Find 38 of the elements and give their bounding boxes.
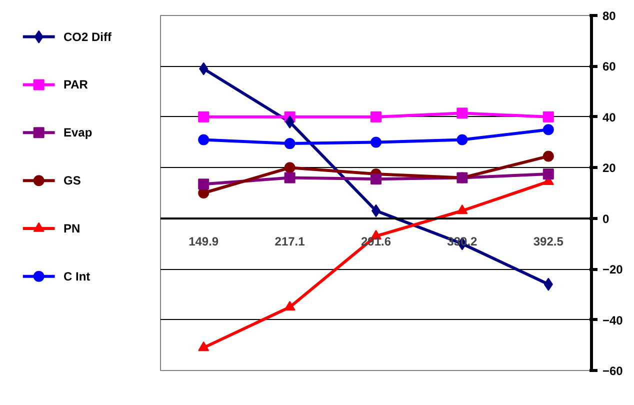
point <box>198 134 210 146</box>
legend-label: PN <box>64 222 80 236</box>
x-tick-label: 149.9 <box>188 234 219 248</box>
point <box>198 341 210 352</box>
point <box>370 174 382 185</box>
y-tick-label: −20 <box>602 262 624 277</box>
point <box>284 300 296 310</box>
point <box>456 134 468 146</box>
legend-label: Evap <box>64 126 92 140</box>
y-tick-label: 80 <box>602 9 616 23</box>
point <box>370 136 382 148</box>
x-tick-label: 392.5 <box>533 234 564 248</box>
point <box>198 111 210 122</box>
legend-label: GS <box>64 174 81 188</box>
point <box>285 116 294 128</box>
point <box>456 108 468 119</box>
point <box>370 111 382 122</box>
legend-label: CO2 Diff <box>64 30 113 44</box>
legend-label: C Int <box>64 269 90 284</box>
point <box>456 204 468 214</box>
point <box>542 150 554 162</box>
point <box>199 62 208 76</box>
point <box>544 278 553 291</box>
point <box>542 124 554 136</box>
point <box>542 111 554 122</box>
y-tick-label: −40 <box>602 313 624 328</box>
point <box>542 168 554 180</box>
y-tick-label: −60 <box>602 364 624 378</box>
point <box>284 172 296 184</box>
y-tick-label: 60 <box>602 60 616 74</box>
point <box>284 138 296 150</box>
legend-label: PAR <box>64 78 88 92</box>
y-tick-label: 20 <box>602 161 616 176</box>
point <box>284 162 296 174</box>
x-tick-label: 217.1 <box>274 234 306 248</box>
y-tick-label: 40 <box>602 110 616 124</box>
point <box>198 178 210 190</box>
y-tick-label: 0 <box>602 212 610 226</box>
